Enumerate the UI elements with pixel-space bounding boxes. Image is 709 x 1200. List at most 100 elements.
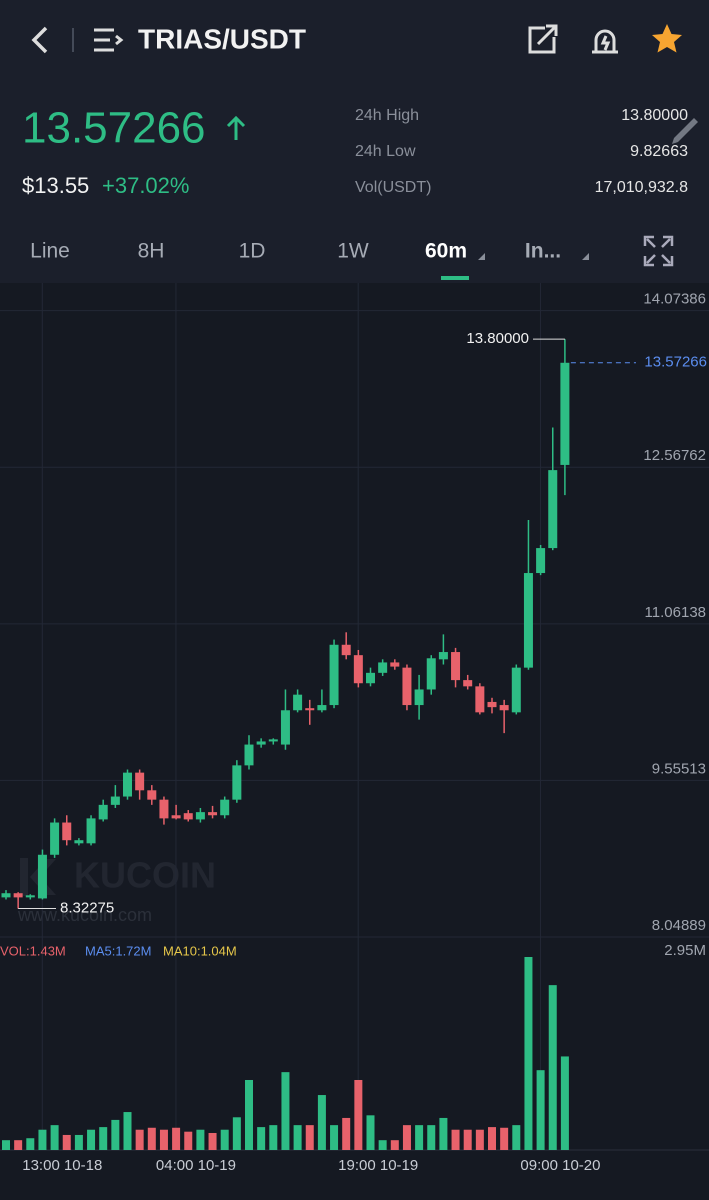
- candle-body: [414, 689, 424, 706]
- candle-body: [98, 804, 108, 820]
- candle-body: [232, 765, 242, 800]
- candle-body: [244, 744, 254, 766]
- candle-body: [280, 710, 290, 745]
- candle-body: [378, 662, 388, 673]
- volume-bar: [548, 985, 557, 1150]
- volume-bar: [245, 1079, 253, 1150]
- candle-body: [341, 644, 351, 656]
- volume-bar: [330, 1125, 339, 1150]
- candle-body: [536, 548, 546, 574]
- volume-bar: [232, 1117, 241, 1150]
- vol-legend: MA10:1.04M: [163, 943, 237, 958]
- volume-bar: [305, 1125, 314, 1150]
- candle-body: [463, 680, 473, 687]
- volume-bar: [390, 1140, 399, 1150]
- candle-body: [366, 672, 375, 684]
- candle-body: [135, 772, 145, 791]
- candle-body: [256, 741, 266, 745]
- volume-bar: [536, 1070, 545, 1150]
- volume-bar: [402, 1125, 411, 1150]
- vol-legend: MA5:1.72M: [85, 943, 151, 958]
- volume-bar: [172, 1127, 181, 1150]
- volume-bar: [123, 1112, 132, 1150]
- pair-title: TRIAS/USDT: [138, 23, 306, 54]
- candle-body: [50, 822, 60, 855]
- y-tick-label: 8.04889: [652, 917, 706, 934]
- tab[interactable]: 1W: [337, 240, 369, 263]
- x-tick-label: 09:00 10-20: [520, 1157, 600, 1174]
- volume-bar: [293, 1125, 302, 1150]
- volume-bar: [26, 1138, 35, 1150]
- candle-body: [329, 644, 339, 706]
- stat-value: 9.82663: [630, 143, 688, 160]
- candle-body: [523, 573, 533, 668]
- volume-bar: [366, 1115, 375, 1150]
- volume-bar: [14, 1140, 23, 1150]
- volume-bar: [378, 1140, 387, 1150]
- volume-bar: [99, 1127, 108, 1150]
- share-icon[interactable]: [528, 24, 558, 54]
- volume-bar: [463, 1129, 472, 1150]
- candle-body: [353, 655, 363, 684]
- candle-body: [1, 893, 11, 898]
- tab[interactable]: 8H: [138, 240, 165, 263]
- tab[interactable]: 60m: [425, 240, 467, 263]
- volume-bar: [439, 1117, 448, 1150]
- volume-bar: [50, 1125, 59, 1150]
- candle-body: [110, 796, 120, 805]
- volume-bar: [208, 1132, 217, 1150]
- volume-bar: [415, 1125, 424, 1150]
- candle-body: [451, 652, 461, 681]
- volume-bar: [74, 1134, 83, 1150]
- tab[interactable]: Line: [30, 240, 70, 263]
- watermark-text: KUCOIN: [74, 855, 216, 896]
- candle-body: [475, 686, 485, 713]
- candle-body: [305, 708, 315, 711]
- candle-body: [511, 667, 521, 713]
- volume-bar: [317, 1095, 326, 1150]
- change: +37.02%: [102, 173, 189, 198]
- volume-bar: [38, 1129, 47, 1150]
- chart-bg: [0, 283, 709, 1200]
- alert-icon[interactable]: [592, 29, 618, 54]
- x-tick-label: 13:00 10-18: [22, 1157, 102, 1174]
- volume-bar: [354, 1079, 363, 1150]
- fullscreen-icon[interactable]: [643, 235, 674, 267]
- candle-body: [208, 812, 218, 816]
- volume-bar: [488, 1127, 496, 1150]
- volume-bar: [524, 957, 533, 1150]
- volume-bar: [427, 1125, 436, 1150]
- candle-body: [390, 662, 400, 667]
- favorite-icon[interactable]: [652, 24, 682, 53]
- header-bg: [0, 0, 709, 283]
- usd-price: $13.55: [22, 173, 89, 198]
- tab-underline: [441, 276, 469, 280]
- up-arrow: [226, 115, 246, 140]
- watermark-url: www.kucoin.com: [17, 905, 152, 925]
- volume-bar: [269, 1125, 278, 1150]
- back-icon[interactable]: [31, 26, 48, 54]
- candle-body: [13, 893, 23, 898]
- candle-body: [147, 790, 157, 800]
- stat-label: Vol(USDT): [355, 179, 431, 196]
- volume-bar: [512, 1125, 521, 1150]
- last-price-label: 13.57266: [644, 354, 707, 371]
- volume-bar: [451, 1129, 460, 1150]
- candle-body: [317, 705, 327, 711]
- volume-bar: [111, 1119, 120, 1150]
- candle-body: [499, 705, 509, 711]
- vol-tick-label: 2.95M: [664, 942, 706, 959]
- volume-bar: [281, 1072, 290, 1150]
- edit-icon[interactable]: [672, 118, 698, 144]
- tab[interactable]: 1D: [239, 240, 266, 263]
- volume-bar: [560, 1056, 569, 1150]
- volume-bar: [184, 1131, 193, 1150]
- menu-icon[interactable]: [94, 28, 124, 52]
- candle-body: [220, 799, 230, 816]
- tab[interactable]: In...: [525, 240, 561, 263]
- volume-bar: [196, 1129, 205, 1150]
- volume-bar: [342, 1117, 351, 1150]
- candle-body: [293, 694, 303, 711]
- candle-body: [560, 362, 570, 465]
